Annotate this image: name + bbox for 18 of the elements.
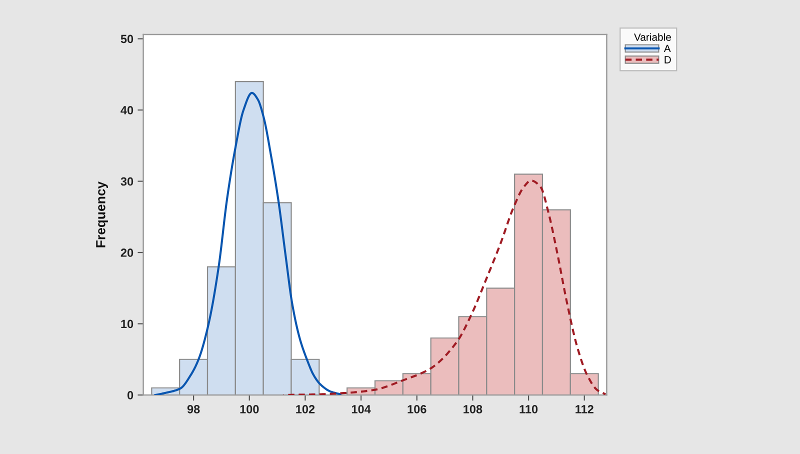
y-tick-label: 20 [120,248,134,257]
legend-label: A [664,44,671,52]
y-tick-label: 0 [127,391,134,400]
y-tick-label: 30 [120,177,134,186]
x-tick-label: 106 [408,405,426,414]
x-tick-label: 100 [240,405,259,414]
x-tick-label: 102 [296,405,315,414]
legend-title: Variable [634,33,671,41]
x-tick-label: 104 [352,405,371,414]
x-tick-label: 112 [576,405,594,414]
y-axis-title: Frequency [96,181,108,248]
y-tick-label: 50 [120,34,134,44]
y-tick-label: 40 [120,106,134,114]
x-tick-label: 110 [520,405,538,414]
y-tick-label: 10 [121,320,134,328]
x-tick-label: 98 [187,405,200,414]
legend-label: D [664,56,671,64]
x-tick-label: 108 [464,405,482,414]
